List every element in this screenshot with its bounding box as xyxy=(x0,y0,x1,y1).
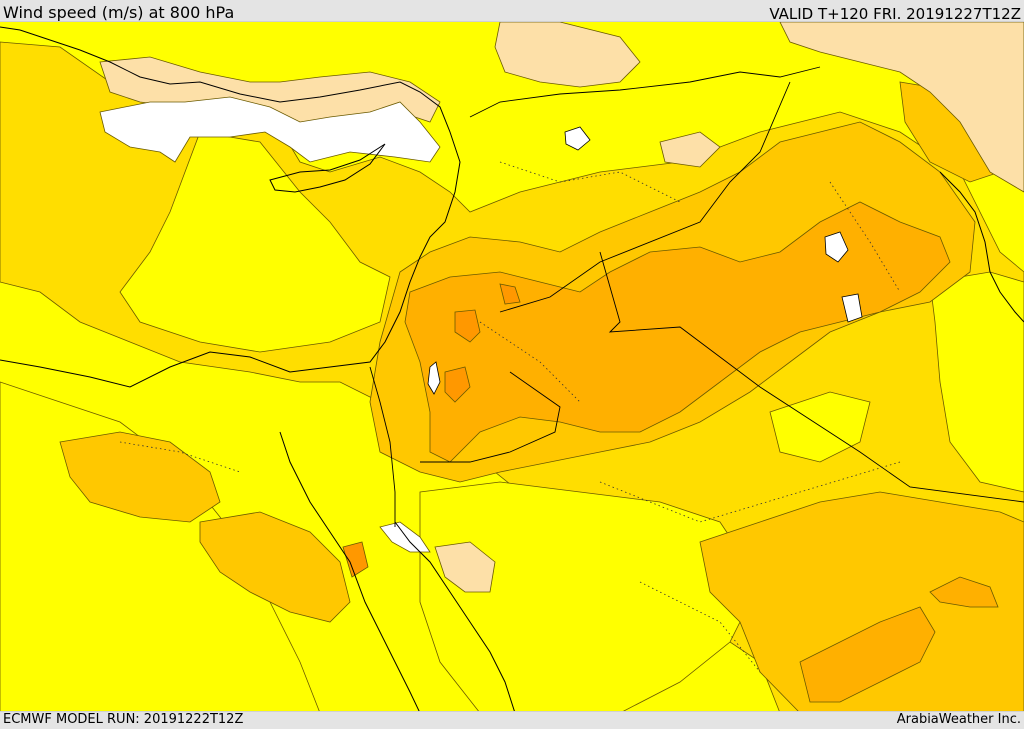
band-orange-egypt xyxy=(59,431,221,523)
coast-red-sea-east xyxy=(394,521,515,711)
band-peak-1 xyxy=(454,309,481,343)
lake-iraq-2 xyxy=(841,293,863,323)
border-saudi-jordan-south xyxy=(420,371,561,463)
coast-mediterranean xyxy=(0,26,461,388)
band-peach-iran xyxy=(779,22,1024,193)
band-deep-orange-se2 xyxy=(929,576,999,608)
border-syria-iraq xyxy=(599,251,1024,503)
band-east-yellow xyxy=(929,271,1024,493)
band-deep-orange-south xyxy=(799,606,936,703)
band-med-light xyxy=(119,131,391,353)
band-arabia-yellow xyxy=(419,481,761,711)
band-orange-sinai xyxy=(199,511,351,623)
lake-iraq-1 xyxy=(824,231,849,263)
band-deep-orange-core xyxy=(404,201,951,463)
band-white-turkey xyxy=(99,96,441,163)
map-title: Wind speed (m/s) at 800 hPa xyxy=(3,3,235,22)
credit: ArabiaWeather Inc. xyxy=(896,712,1021,727)
band-peak-2 xyxy=(444,366,471,403)
band-orange-south xyxy=(699,491,1024,711)
coast-red-sea-west xyxy=(279,431,420,711)
coast-cyprus xyxy=(269,143,386,193)
model-run: ECMWF MODEL RUN: 20191222T12Z xyxy=(3,712,244,727)
border-turkey-syria xyxy=(469,66,821,118)
band-peak-3 xyxy=(499,283,521,305)
internal-borders xyxy=(119,161,901,673)
band-peach-north xyxy=(494,22,641,88)
band-peach-sinai xyxy=(434,541,496,593)
coast-gulf xyxy=(939,171,1024,323)
wind-speed-map xyxy=(0,21,1024,712)
lake-turkey xyxy=(564,126,591,151)
border-jordan-saudi xyxy=(499,81,791,313)
band-peak-4 xyxy=(342,541,369,578)
valid-time: VALID T+120 FRI. 20191227T12Z xyxy=(769,5,1021,23)
dead-sea xyxy=(427,361,441,395)
band-white-aqaba xyxy=(379,521,431,553)
border-egypt-israel xyxy=(369,366,396,527)
band-peach-iraq xyxy=(659,131,721,168)
